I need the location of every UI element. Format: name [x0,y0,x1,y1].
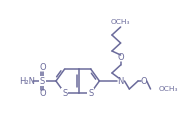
Text: O: O [117,54,124,62]
Text: N: N [117,76,124,86]
Text: S: S [40,76,45,86]
Text: S: S [88,88,93,98]
Text: OCH₃: OCH₃ [158,86,178,92]
Text: O: O [39,90,46,98]
Text: S: S [62,88,67,98]
Text: H₂N: H₂N [19,76,35,86]
Text: OCH₃: OCH₃ [111,19,130,25]
Text: O: O [140,76,147,86]
Text: O: O [39,64,46,72]
